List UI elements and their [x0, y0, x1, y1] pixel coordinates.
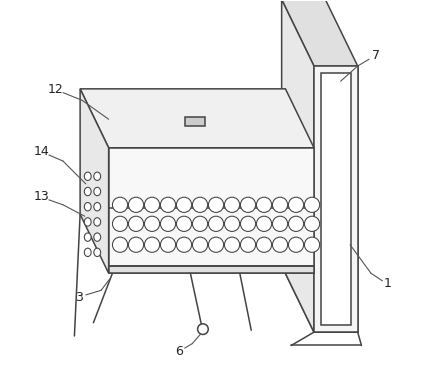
Ellipse shape — [94, 248, 101, 257]
Circle shape — [208, 216, 224, 231]
Circle shape — [256, 216, 272, 231]
Text: 12: 12 — [48, 83, 63, 96]
Circle shape — [240, 237, 256, 252]
Ellipse shape — [94, 203, 101, 211]
Circle shape — [112, 216, 128, 231]
Circle shape — [273, 216, 288, 231]
Circle shape — [240, 197, 256, 213]
Circle shape — [305, 216, 320, 231]
Polygon shape — [282, 0, 358, 66]
Circle shape — [208, 237, 224, 252]
Circle shape — [192, 216, 207, 231]
Text: 6: 6 — [175, 345, 183, 358]
Circle shape — [224, 216, 240, 231]
Polygon shape — [80, 89, 314, 148]
Circle shape — [128, 237, 144, 252]
Circle shape — [305, 237, 320, 252]
Text: 3: 3 — [76, 291, 83, 304]
Circle shape — [145, 237, 160, 252]
Circle shape — [145, 216, 160, 231]
Text: 7: 7 — [372, 49, 380, 62]
Circle shape — [289, 216, 304, 231]
Polygon shape — [108, 267, 314, 273]
Circle shape — [256, 237, 272, 252]
Circle shape — [224, 197, 240, 213]
Text: 1: 1 — [384, 277, 392, 290]
Ellipse shape — [94, 187, 101, 196]
Circle shape — [128, 197, 144, 213]
Polygon shape — [282, 266, 358, 332]
Circle shape — [256, 197, 272, 213]
Circle shape — [224, 237, 240, 252]
Circle shape — [177, 237, 192, 252]
Text: 13: 13 — [33, 190, 49, 203]
Ellipse shape — [94, 172, 101, 180]
Circle shape — [197, 324, 208, 334]
Circle shape — [273, 197, 288, 213]
Circle shape — [161, 237, 176, 252]
Polygon shape — [282, 0, 326, 266]
Circle shape — [177, 197, 192, 213]
Circle shape — [177, 216, 192, 231]
Polygon shape — [314, 66, 358, 332]
Circle shape — [192, 197, 207, 213]
Circle shape — [305, 197, 320, 213]
Polygon shape — [321, 73, 351, 325]
Polygon shape — [185, 116, 205, 126]
Polygon shape — [321, 73, 351, 325]
Circle shape — [112, 237, 128, 252]
Circle shape — [145, 197, 160, 213]
Circle shape — [128, 216, 144, 231]
Circle shape — [208, 197, 224, 213]
Ellipse shape — [94, 218, 101, 226]
Circle shape — [112, 197, 128, 213]
Ellipse shape — [84, 187, 91, 196]
Circle shape — [240, 216, 256, 231]
Ellipse shape — [84, 203, 91, 211]
Circle shape — [273, 237, 288, 252]
Polygon shape — [314, 66, 358, 332]
Circle shape — [161, 216, 176, 231]
Circle shape — [289, 237, 304, 252]
Ellipse shape — [84, 248, 91, 257]
Text: 14: 14 — [33, 145, 49, 158]
Ellipse shape — [94, 233, 101, 241]
Polygon shape — [282, 0, 314, 332]
Ellipse shape — [84, 233, 91, 241]
Circle shape — [289, 197, 304, 213]
Ellipse shape — [84, 218, 91, 226]
Circle shape — [161, 197, 176, 213]
Polygon shape — [80, 89, 108, 273]
Polygon shape — [108, 148, 314, 273]
Circle shape — [192, 237, 207, 252]
Ellipse shape — [84, 172, 91, 180]
